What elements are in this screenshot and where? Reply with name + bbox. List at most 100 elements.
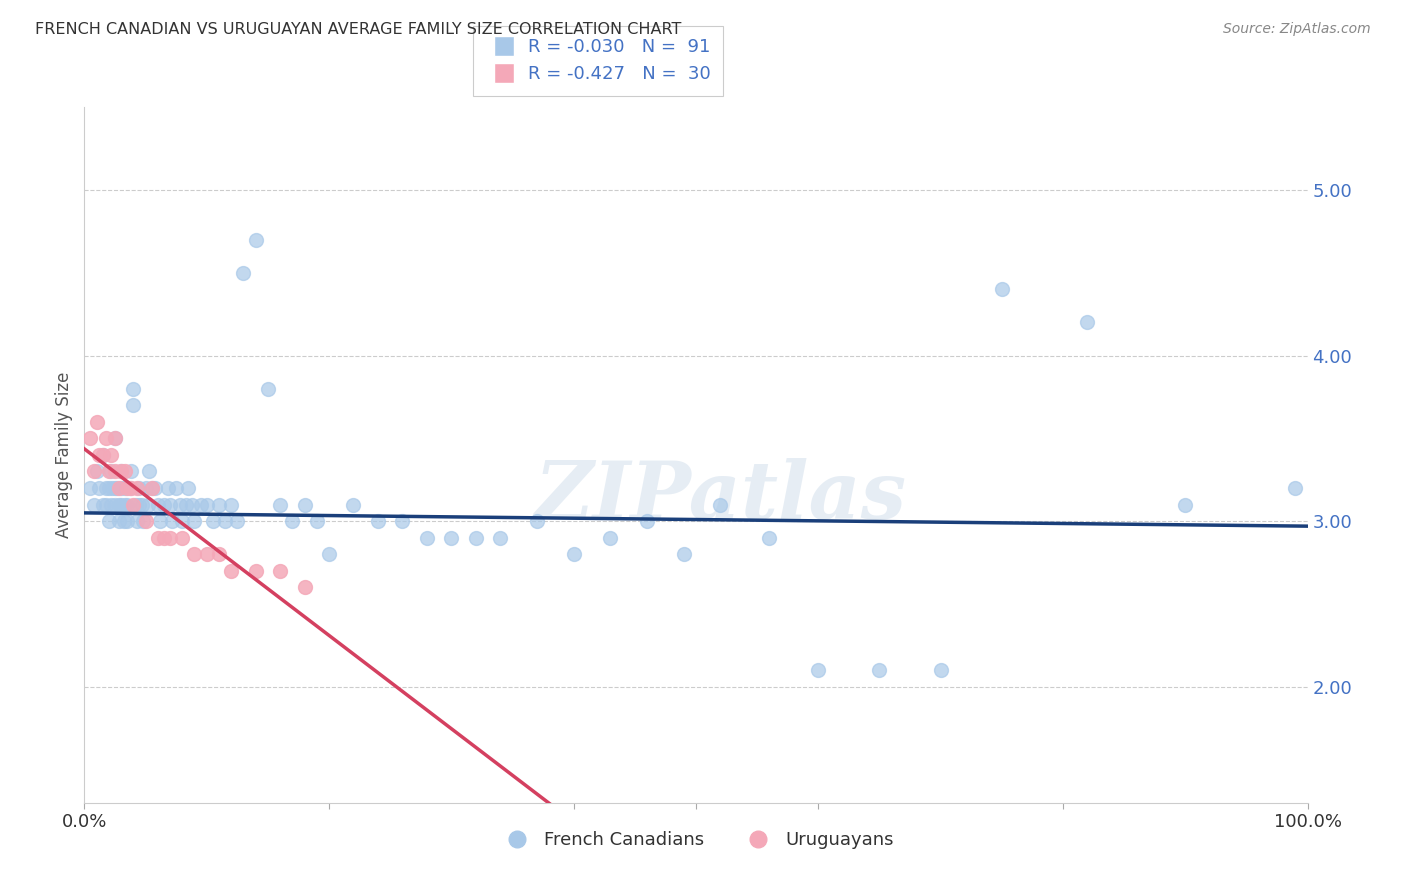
- Point: [153, 531, 176, 545]
- Point: [153, 498, 176, 512]
- Point: [128, 498, 150, 512]
- Point: [991, 282, 1014, 296]
- Point: [87, 448, 110, 462]
- Point: [807, 663, 830, 677]
- Point: [110, 481, 132, 495]
- Point: [104, 431, 127, 445]
- Point: [112, 514, 135, 528]
- Point: [208, 498, 231, 512]
- Point: [135, 514, 157, 528]
- Point: [91, 448, 114, 462]
- Point: [110, 465, 132, 479]
- Point: [96, 481, 118, 495]
- Point: [141, 481, 163, 495]
- Point: [1284, 481, 1306, 495]
- Point: [125, 498, 148, 512]
- Point: [165, 481, 187, 495]
- Point: [114, 481, 136, 495]
- Point: [416, 531, 439, 545]
- Point: [305, 514, 328, 528]
- Point: [115, 481, 138, 495]
- Point: [172, 514, 194, 528]
- Point: [122, 498, 145, 512]
- Point: [83, 498, 105, 512]
- Point: [91, 448, 114, 462]
- Text: ZIPatlas: ZIPatlas: [534, 458, 907, 535]
- Point: [107, 481, 129, 495]
- Point: [172, 531, 194, 545]
- Point: [391, 514, 413, 528]
- Point: [219, 498, 242, 512]
- Point: [87, 481, 110, 495]
- Point: [245, 564, 267, 578]
- Point: [190, 498, 212, 512]
- Point: [219, 564, 242, 578]
- Point: [245, 233, 267, 247]
- Point: [96, 431, 118, 445]
- Point: [672, 547, 695, 561]
- Point: [97, 514, 120, 528]
- Point: [758, 531, 780, 545]
- Point: [257, 382, 280, 396]
- Point: [120, 465, 142, 479]
- Point: [636, 514, 658, 528]
- Text: FRENCH CANADIAN VS URUGUAYAN AVERAGE FAMILY SIZE CORRELATION CHART: FRENCH CANADIAN VS URUGUAYAN AVERAGE FAM…: [35, 22, 682, 37]
- Point: [120, 481, 142, 495]
- Point: [232, 266, 254, 280]
- Point: [169, 498, 191, 512]
- Point: [183, 547, 205, 561]
- Point: [1174, 498, 1197, 512]
- Point: [132, 514, 155, 528]
- Point: [143, 481, 166, 495]
- Point: [526, 514, 548, 528]
- Point: [367, 514, 389, 528]
- Point: [181, 498, 204, 512]
- Y-axis label: Average Family Size: Average Family Size: [55, 372, 73, 538]
- Point: [183, 514, 205, 528]
- Point: [79, 481, 101, 495]
- Point: [114, 465, 136, 479]
- Point: [141, 481, 163, 495]
- Point: [110, 498, 132, 512]
- Point: [104, 498, 127, 512]
- Point: [86, 415, 108, 429]
- Point: [177, 481, 200, 495]
- Point: [156, 481, 179, 495]
- Point: [128, 481, 150, 495]
- Point: [115, 498, 138, 512]
- Point: [869, 663, 891, 677]
- Point: [281, 514, 304, 528]
- Point: [125, 481, 148, 495]
- Point: [214, 514, 236, 528]
- Point: [104, 465, 127, 479]
- Point: [294, 581, 316, 595]
- Point: [107, 514, 129, 528]
- Point: [269, 498, 291, 512]
- Point: [464, 531, 486, 545]
- Point: [131, 498, 153, 512]
- Point: [599, 531, 621, 545]
- Point: [174, 498, 197, 512]
- Legend: French Canadians, Uruguayans: French Canadians, Uruguayans: [491, 824, 901, 856]
- Point: [118, 481, 141, 495]
- Point: [100, 448, 122, 462]
- Point: [208, 547, 231, 561]
- Point: [159, 498, 181, 512]
- Point: [226, 514, 249, 528]
- Point: [97, 465, 120, 479]
- Point: [562, 547, 585, 561]
- Point: [125, 514, 148, 528]
- Point: [318, 547, 340, 561]
- Point: [100, 465, 122, 479]
- Point: [929, 663, 952, 677]
- Point: [122, 382, 145, 396]
- Point: [122, 398, 145, 412]
- Point: [135, 481, 157, 495]
- Point: [107, 498, 129, 512]
- Point: [136, 498, 159, 512]
- Point: [146, 531, 169, 545]
- Point: [100, 498, 122, 512]
- Point: [294, 498, 316, 512]
- Point: [110, 465, 132, 479]
- Point: [101, 481, 124, 495]
